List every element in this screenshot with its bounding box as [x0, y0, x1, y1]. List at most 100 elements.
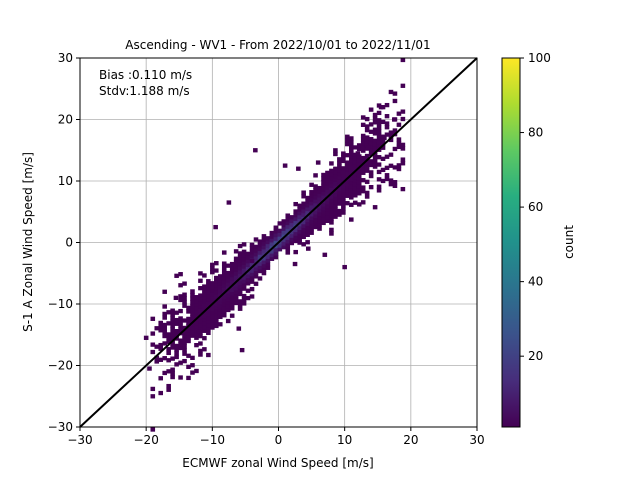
- heatmap-cell: [352, 163, 358, 168]
- heatmap-cell: [364, 179, 370, 184]
- heatmap-cell: [356, 154, 362, 159]
- heatmap-cell: [237, 258, 243, 263]
- heatmap-cell: [384, 154, 390, 159]
- heatmap-cell: [162, 356, 167, 361]
- heatmap-cell: [325, 211, 330, 216]
- heatmap-cell: [348, 187, 354, 193]
- heatmap-cell: [237, 262, 243, 267]
- heatmap-cell: [237, 288, 243, 293]
- heatmap-cell: [150, 427, 156, 432]
- heatmap-cell: [162, 326, 167, 331]
- heatmap-cell: [194, 298, 199, 304]
- heatmap-cell: [237, 254, 243, 260]
- heatmap-cell: [210, 321, 215, 327]
- heatmap-cell: [281, 226, 287, 231]
- heatmap-cell: [348, 165, 354, 171]
- heatmap-cell: [150, 386, 156, 392]
- heatmap-cell: [313, 187, 318, 193]
- heatmap-cell: [202, 306, 207, 311]
- heatmap-cell: [190, 292, 195, 298]
- heatmap-cell: [198, 315, 203, 320]
- heatmap-cell: [301, 205, 306, 210]
- heatmap-cell: [400, 142, 406, 147]
- heatmap-cell: [360, 115, 366, 120]
- heatmap-cell: [368, 184, 374, 190]
- heatmap-cell: [217, 285, 223, 290]
- heatmap-cell: [206, 323, 211, 328]
- heatmap-cell: [229, 306, 235, 311]
- heatmap-cell: [345, 134, 350, 139]
- heatmap-cell: [376, 184, 382, 189]
- heatmap-cell: [356, 172, 362, 178]
- heatmap-cell: [277, 236, 283, 241]
- heatmap-cell: [341, 151, 346, 156]
- heatmap-cell: [210, 292, 215, 297]
- heatmap-cell: [396, 122, 402, 127]
- heatmap-cell: [245, 262, 251, 268]
- heatmap-cell: [305, 246, 311, 251]
- heatmap-cell: [269, 230, 275, 236]
- heatmap-cell: [321, 220, 326, 226]
- heatmap-cell: [178, 342, 183, 347]
- heatmap-cell: [241, 293, 247, 299]
- heatmap-cell: [206, 352, 211, 358]
- heatmap-cell: [182, 318, 187, 323]
- heatmap-cell: [313, 184, 318, 189]
- heatmap-cell: [174, 321, 179, 326]
- heatmap-cell: [285, 224, 291, 229]
- heatmap-cell: [313, 199, 318, 204]
- stdv-annotation: Stdv:1.188 m/s: [99, 84, 190, 98]
- heatmap-cell: [341, 166, 346, 171]
- heatmap-cell: [202, 295, 207, 300]
- heatmap-cell: [301, 201, 306, 206]
- heatmap-cell: [321, 209, 326, 214]
- heatmap-cell: [360, 170, 366, 175]
- heatmap-cell: [198, 322, 203, 328]
- heatmap-cell: [170, 371, 175, 376]
- heatmap-cell: [305, 210, 310, 215]
- heatmap-cell: [400, 186, 406, 192]
- heatmap-cell: [305, 217, 310, 223]
- heatmap-cell: [194, 335, 199, 340]
- heatmap-cell: [170, 319, 175, 324]
- heatmap-cell: [174, 273, 179, 278]
- heatmap-cell: [186, 309, 191, 314]
- heatmap-cell: [313, 173, 318, 178]
- heatmap-cell: [186, 338, 191, 344]
- heatmap-cell: [170, 315, 175, 321]
- heatmap-cell: [190, 333, 195, 338]
- heatmap-cell: [162, 330, 167, 335]
- heatmap-cell: [173, 295, 179, 300]
- heatmap-cell: [364, 135, 370, 140]
- heatmap-cell: [221, 298, 227, 303]
- heatmap-cell: [384, 125, 390, 130]
- heatmap-cell: [317, 226, 322, 231]
- heatmap-cell: [178, 272, 183, 277]
- heatmap-cell: [297, 214, 302, 219]
- heatmap-cell: [281, 241, 287, 246]
- heatmap-cell: [210, 262, 215, 267]
- heatmap-cell: [182, 333, 187, 338]
- heatmap-cell: [392, 91, 398, 96]
- heatmap-cell: [178, 360, 183, 365]
- x-tick-label: 10: [337, 433, 352, 447]
- heatmap-cell: [178, 297, 183, 303]
- heatmap-cell: [392, 98, 398, 104]
- heatmap-cell: [352, 189, 358, 194]
- heatmap-cell: [325, 185, 330, 190]
- heatmap-cell: [221, 250, 227, 255]
- heatmap-cell: [376, 155, 382, 160]
- heatmap-cell: [341, 206, 346, 212]
- heatmap-cell: [229, 269, 235, 274]
- heatmap-cell: [202, 336, 207, 341]
- heatmap-cell: [313, 195, 318, 200]
- heatmap-cell: [348, 180, 354, 185]
- heatmap-cell: [388, 134, 394, 139]
- heatmap-cell: [313, 213, 318, 219]
- heatmap-cell: [269, 256, 275, 261]
- heatmap-cell: [356, 176, 362, 181]
- heatmap-cell: [305, 240, 310, 245]
- heatmap-cell: [368, 151, 374, 157]
- heatmap-cell: [372, 138, 378, 143]
